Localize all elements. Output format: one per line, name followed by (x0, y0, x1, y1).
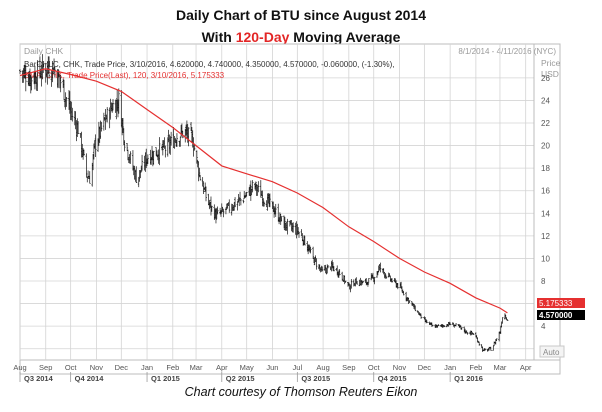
price-tag-text: 4.570000 (539, 311, 573, 320)
x-tick-label: Apr (520, 363, 532, 372)
sma-tag-bg (537, 298, 585, 308)
x-tick-label: Oct (368, 363, 381, 372)
quarter-label: Q4 2014 (75, 374, 105, 383)
y-tick-label: 16 (541, 187, 550, 196)
sma-120-line (19, 68, 508, 314)
y-tick-label: 10 (541, 254, 550, 263)
x-tick-label: Nov (393, 363, 407, 372)
x-tick-label: Aug (13, 363, 26, 372)
y-tick-label: 20 (541, 142, 550, 151)
x-tick-label: Oct (65, 363, 78, 372)
title-line-2: With 120-Day Moving Average (0, 26, 602, 48)
currency-axis-label: USD (541, 69, 559, 79)
y-tick-label: 14 (541, 209, 550, 218)
price-tag-bg (537, 310, 585, 320)
x-tick-label: Feb (469, 363, 482, 372)
auto-scale-label: Auto (543, 348, 560, 357)
x-tick-label: Jul (293, 363, 303, 372)
title-line-1: Daily Chart of BTU since August 2014 (176, 7, 426, 23)
price-tags: 5.175333 4.570000 (537, 298, 585, 320)
y-tick-label: 18 (541, 164, 550, 173)
x-tick-label: Nov (90, 363, 104, 372)
quarter-label: Q4 2015 (378, 374, 407, 383)
x-tick-label: Mar (190, 363, 203, 372)
y-tick-labels: 2468101214161820222426 (541, 74, 550, 354)
quarter-label: Q3 2014 (24, 374, 54, 383)
x-tick-label: Feb (166, 363, 179, 372)
title-line-2-highlight: 120-Day (235, 29, 290, 45)
chart-caption: Chart courtesy of Thomson Reuters Eikon (184, 385, 418, 399)
x-tick-label: Aug (316, 363, 329, 372)
x-tick-labels: Aug Sep Oct Nov Dec Jan Feb Mar Apr May Jun Jul Aug S… (13, 363, 532, 383)
panel-name: Daily CHK (24, 46, 64, 56)
grid-layer (19, 44, 560, 361)
quarter-label: Q2 2015 (226, 374, 255, 383)
y-tick-label: 8 (541, 277, 546, 286)
x-tick-label: Apr (216, 363, 228, 372)
panel-date-range: 8/1/2014 - 4/11/2016 (NYC) (458, 47, 556, 56)
legend-sma: SMA, CHK, Trade Price(Last), 120, 3/10/2… (24, 71, 225, 80)
y-tick-label: 12 (541, 232, 550, 241)
y-tick-label: 4 (541, 322, 546, 331)
x-tick-label: Dec (418, 363, 432, 372)
chart-title: Daily Chart of BTU since August 2014 Wit… (0, 4, 602, 48)
title-line-2-prefix: With (201, 29, 236, 45)
x-tick-label: May (240, 363, 254, 372)
x-tick-label: Jun (266, 363, 278, 372)
quarter-label: Q3 2015 (301, 374, 330, 383)
x-tick-label: Jan (141, 363, 153, 372)
auto-scale-button[interactable] (539, 345, 565, 358)
quarter-label: Q1 2016 (454, 374, 483, 383)
x-tick-label: Sep (39, 363, 52, 372)
quarter-label: Q1 2015 (151, 374, 180, 383)
x-tick-label: Sep (342, 363, 355, 372)
y-tick-label: 26 (541, 74, 550, 83)
y-tick-label: 24 (541, 96, 550, 105)
x-tick-label: Mar (493, 363, 506, 372)
x-tick-label: Jan (444, 363, 456, 372)
series-layer (19, 54, 509, 352)
title-line-2-suffix: Moving Average (289, 29, 401, 45)
sma-tag-text: 5.175333 (539, 299, 573, 308)
price-axis-label: Price (541, 58, 561, 68)
y-tick-label: 22 (541, 119, 550, 128)
x-tick-label: Dec (115, 363, 129, 372)
legend-ohlc: BarOHLC, CHK, Trade Price, 3/10/2016, 4.… (24, 60, 394, 69)
chart-frame (19, 43, 561, 375)
